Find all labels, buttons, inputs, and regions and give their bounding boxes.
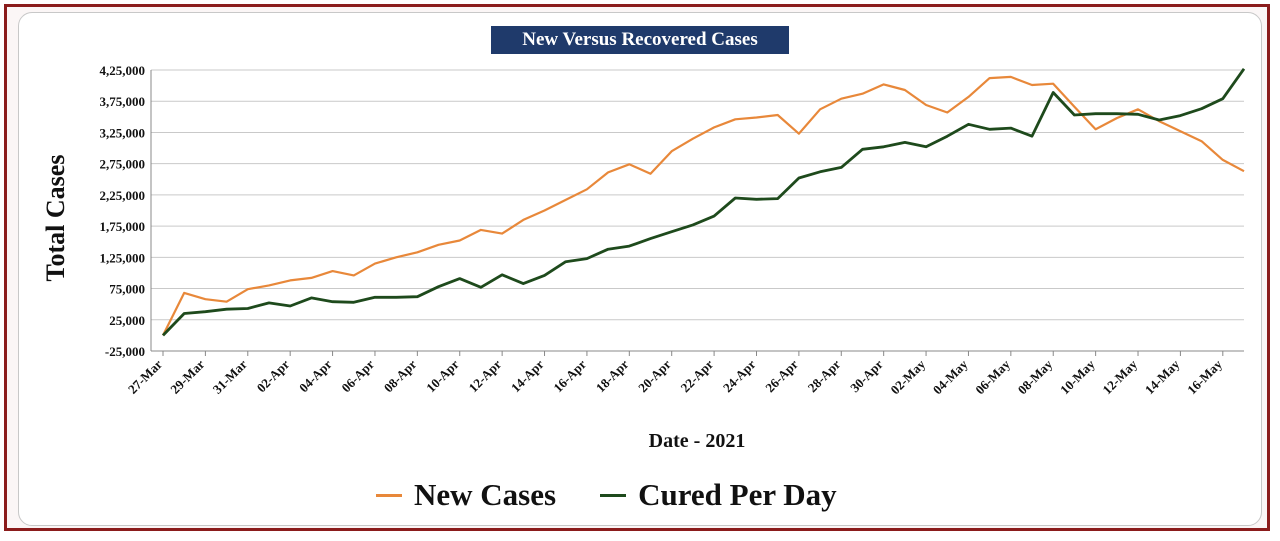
legend-item-cured-per-day: Cured Per Day: [600, 477, 837, 513]
series-line-new-cases: [162, 75, 1245, 336]
y-tick-label: 4,25,000: [100, 63, 146, 78]
y-tick-label: 2,25,000: [100, 188, 146, 203]
legend-swatch-cured-per-day: [600, 493, 627, 497]
x-tick-label: 12-May: [1099, 356, 1140, 397]
x-tick-label: 06-Apr: [338, 356, 377, 395]
chart-title: New Versus Recovered Cases: [491, 26, 789, 54]
x-tick-label: 30-Apr: [847, 356, 886, 395]
x-tick-label: 16-Apr: [550, 356, 589, 395]
x-tick-label: 22-Apr: [678, 356, 717, 395]
x-tick-label: 10-May: [1057, 356, 1098, 397]
y-tick-label: 75,000: [109, 282, 145, 297]
y-tick-label: -25,000: [105, 344, 145, 359]
x-tick-label: 26-Apr: [762, 356, 801, 395]
x-tick-label: 02-Apr: [254, 356, 293, 395]
legend-label-cured-per-day: Cured Per Day: [638, 477, 837, 512]
x-tick-label: 27-Mar: [125, 356, 165, 396]
y-tick-label: 1,25,000: [100, 250, 146, 265]
x-tick-label: 12-Apr: [466, 356, 505, 395]
legend: New Cases Cured Per Day: [376, 475, 881, 515]
y-tick-label: 3,25,000: [100, 125, 146, 140]
legend-label-new-cases: New Cases: [414, 477, 557, 512]
x-axis-title: Date - 2021: [649, 430, 746, 452]
y-tick-label: 2,75,000: [100, 157, 146, 172]
chart-panel: [18, 12, 1262, 526]
y-axis-title: Total Cases: [41, 155, 70, 282]
y-tick-label: 1,75,000: [100, 219, 146, 234]
legend-item-new-cases: New Cases: [376, 477, 556, 513]
x-tick-label: 18-Apr: [593, 356, 632, 395]
x-tick-label: 06-May: [972, 356, 1013, 397]
x-tick-label: 08-May: [1015, 356, 1056, 397]
x-tick-label: 24-Apr: [720, 356, 759, 395]
y-tick-label: 3,75,000: [100, 94, 146, 109]
legend-swatch-new-cases: [376, 493, 402, 497]
x-tick-label: 14-Apr: [508, 356, 547, 395]
x-tick-label: 10-Apr: [423, 356, 462, 395]
x-tick-label: 08-Apr: [381, 356, 420, 395]
x-tick-label: 20-Apr: [635, 356, 674, 395]
x-tick-label: 29-Mar: [167, 356, 207, 396]
x-tick-label: 02-May: [887, 356, 928, 397]
x-tick-label: 31-Mar: [210, 356, 250, 396]
x-tick-label: 04-May: [930, 356, 971, 397]
x-tick-label: 14-May: [1142, 356, 1183, 397]
x-tick-label: 16-May: [1184, 356, 1225, 397]
series-line-cured-per-day: [161, 67, 1246, 337]
x-tick-label: 04-Apr: [296, 356, 335, 395]
x-tick-label: 28-Apr: [805, 356, 844, 395]
y-tick-label: 25,000: [109, 313, 145, 328]
